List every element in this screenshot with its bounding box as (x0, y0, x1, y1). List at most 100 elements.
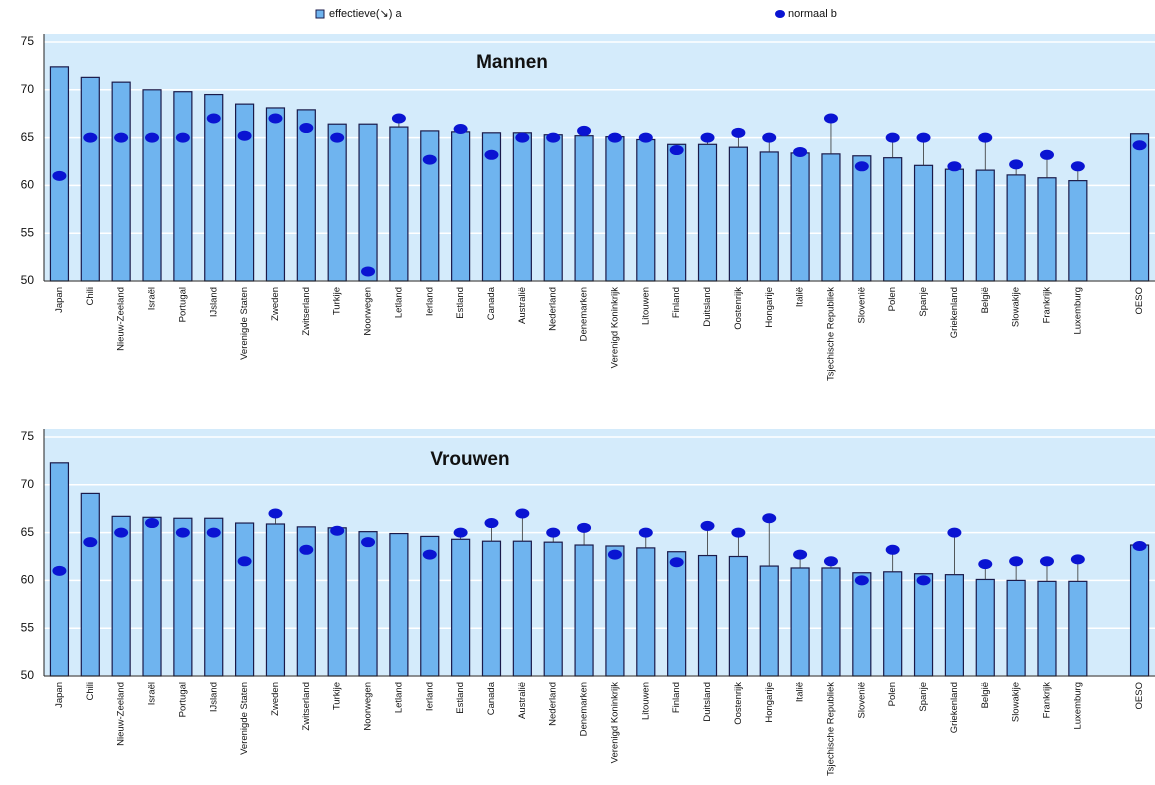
x-tick-label: Litouwen (640, 682, 651, 720)
bar (790, 152, 810, 282)
x-tick-label: Australië (517, 287, 528, 324)
bar (142, 516, 162, 677)
dot (1070, 554, 1085, 565)
dot (268, 508, 283, 519)
bar (451, 538, 471, 677)
x-tick-label: Noorwegen (363, 682, 374, 731)
bar (605, 545, 625, 677)
x-tick-label: Duitsland (702, 682, 713, 722)
bar (358, 531, 378, 677)
x-tick-label: Ierland (424, 682, 435, 711)
y-tick-label: 60 (21, 573, 35, 587)
x-tick-label: Griekenland (949, 287, 960, 338)
dot (577, 522, 592, 533)
x-tick-label: Israël (147, 287, 158, 310)
dot (885, 132, 900, 143)
x-tick-label: Estland (455, 287, 466, 319)
y-tick-label: 65 (21, 130, 35, 144)
bar (173, 517, 193, 677)
x-tick-label: Nieuw-Zeeland (116, 682, 127, 746)
y-tick-label: 70 (21, 82, 35, 96)
x-tick-label: Zwitserland (301, 682, 312, 731)
y-tick-label: 75 (21, 429, 35, 443)
bar (234, 103, 255, 282)
bar (543, 134, 563, 282)
bar (667, 143, 687, 282)
x-tick-label: Tsjechische Republiek (825, 682, 836, 776)
x-tick-label: Zweden (270, 682, 281, 716)
x-tick-label: Slowakije (1011, 287, 1022, 327)
bar (1068, 580, 1088, 677)
x-tick-label: Luxemburg (1072, 287, 1083, 335)
dot (607, 549, 622, 560)
dot (391, 113, 406, 124)
dot (546, 527, 561, 538)
chart-title: Vrouwen (430, 449, 509, 470)
bar (296, 109, 316, 282)
bar (790, 567, 810, 677)
x-tick-label: IJsland (208, 287, 219, 317)
dot (515, 508, 530, 519)
x-tick-label: Verenigd Koninkrijk (609, 287, 620, 369)
dot (669, 145, 684, 156)
dot (947, 527, 962, 538)
bar (1129, 544, 1150, 677)
dot (762, 513, 777, 524)
y-tick-label: 65 (21, 525, 35, 539)
x-tick-label: Chili (85, 287, 96, 305)
dot (175, 527, 190, 538)
x-tick-label: Tsjechische Republiek (825, 287, 836, 381)
bar (1129, 133, 1150, 282)
dot (669, 557, 684, 568)
bar (728, 555, 748, 677)
x-tick-label: Estland (455, 682, 466, 714)
dot (1070, 161, 1085, 172)
legend-label: effectieve(↘) a (329, 8, 402, 20)
x-tick-label: Canada (486, 286, 497, 320)
dot (330, 525, 345, 536)
bar (574, 135, 594, 282)
dot (638, 527, 653, 538)
dot (762, 132, 777, 143)
bar (512, 132, 532, 282)
legend-label: normaal b (788, 8, 837, 20)
bar (852, 155, 872, 282)
x-tick-label: IJsland (208, 682, 219, 712)
x-tick-label: Finland (671, 287, 682, 318)
dot (422, 154, 437, 165)
bar (574, 544, 594, 677)
x-tick-label: Polen (887, 287, 898, 311)
dot (823, 556, 838, 567)
dot (916, 575, 931, 586)
bar (265, 523, 286, 677)
dot (978, 132, 993, 143)
dot (1039, 149, 1054, 160)
bar (759, 565, 779, 677)
x-tick-label: Japan (54, 682, 65, 708)
x-tick-label: Verenigde Staten (239, 682, 250, 755)
x-tick-label: Nederland (548, 287, 559, 331)
dot (885, 544, 900, 555)
x-tick-label: Denemarken (579, 287, 590, 341)
x-tick-label: Frankrijk (1042, 682, 1053, 719)
y-tick-label: 55 (21, 620, 35, 634)
dot (145, 132, 160, 143)
bar (636, 138, 656, 282)
plot-area (44, 429, 1155, 676)
bar (1006, 579, 1026, 677)
bar (605, 136, 625, 282)
y-tick-label: 70 (21, 477, 35, 491)
bar (512, 540, 532, 677)
dot (206, 527, 221, 538)
dot (361, 266, 376, 277)
y-tick-label: 75 (21, 34, 35, 48)
dot (700, 132, 715, 143)
bar (234, 522, 255, 677)
dot (607, 132, 622, 143)
dot (52, 565, 67, 576)
bar (389, 532, 409, 677)
bar (142, 89, 162, 282)
x-tick-label: Litouwen (640, 287, 651, 325)
x-tick-label: Chili (85, 682, 96, 700)
